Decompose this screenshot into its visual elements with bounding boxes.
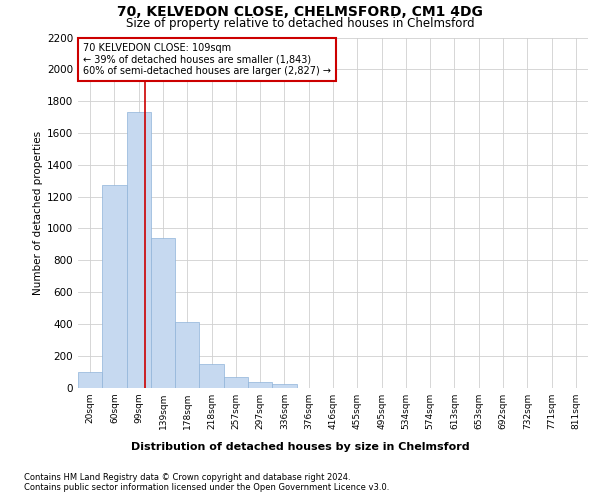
Bar <box>272 384 296 388</box>
Y-axis label: Number of detached properties: Number of detached properties <box>33 130 43 294</box>
Text: 70, KELVEDON CLOSE, CHELMSFORD, CM1 4DG: 70, KELVEDON CLOSE, CHELMSFORD, CM1 4DG <box>117 5 483 19</box>
Text: Distribution of detached houses by size in Chelmsford: Distribution of detached houses by size … <box>131 442 469 452</box>
Text: Contains public sector information licensed under the Open Government Licence v3: Contains public sector information licen… <box>24 484 389 492</box>
Bar <box>127 112 151 388</box>
Text: Contains HM Land Registry data © Crown copyright and database right 2024.: Contains HM Land Registry data © Crown c… <box>24 472 350 482</box>
Bar <box>102 186 127 388</box>
Bar <box>151 238 175 388</box>
Text: Size of property relative to detached houses in Chelmsford: Size of property relative to detached ho… <box>125 18 475 30</box>
Bar <box>78 372 102 388</box>
Bar <box>175 322 199 388</box>
Bar <box>199 364 224 388</box>
Bar <box>224 377 248 388</box>
Bar <box>248 382 272 388</box>
Text: 70 KELVEDON CLOSE: 109sqm
← 39% of detached houses are smaller (1,843)
60% of se: 70 KELVEDON CLOSE: 109sqm ← 39% of detac… <box>83 43 331 76</box>
